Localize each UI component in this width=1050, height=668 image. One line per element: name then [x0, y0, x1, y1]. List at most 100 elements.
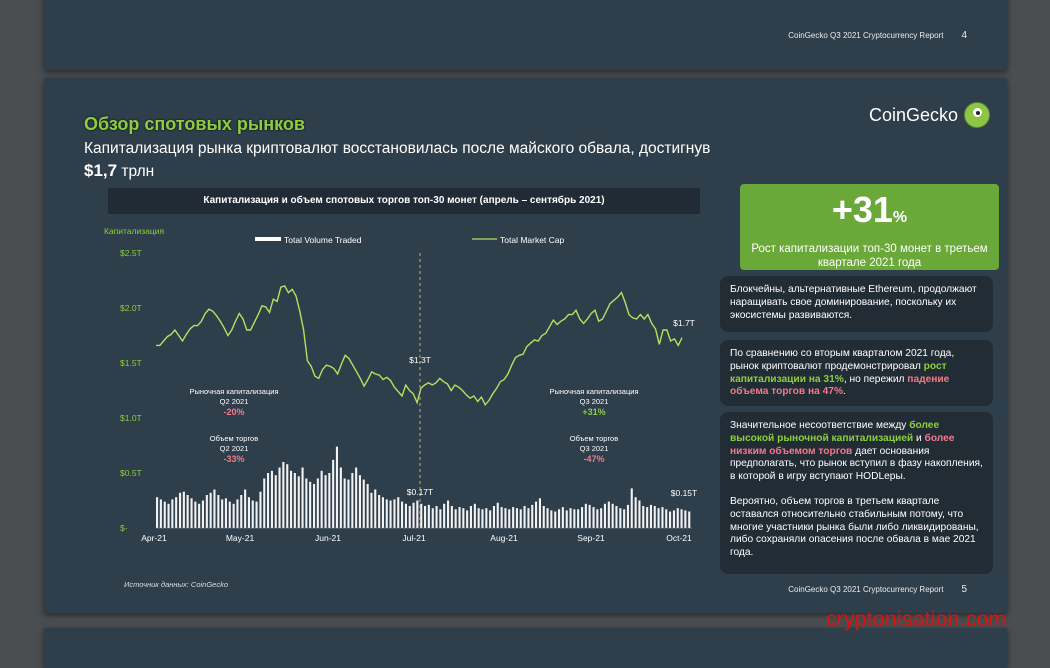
next-page — [44, 628, 1007, 668]
volume-bar — [565, 510, 568, 528]
volume-bar — [389, 500, 392, 528]
volume-bar — [393, 499, 396, 528]
volume-bar — [577, 509, 580, 528]
volume-bar — [531, 504, 534, 528]
volume-bar — [198, 503, 201, 528]
volume-bar — [504, 508, 507, 528]
previous-page: CoinGecko Q3 2021 Cryptocurrency Report 4 — [44, 0, 1007, 70]
volume-bar — [404, 503, 407, 528]
info1-text: Блокчейны, альтернативные Ethereum, прод… — [730, 284, 977, 321]
y-tick-label: $1.5T — [120, 358, 142, 368]
y-tick-label: $2.0T — [120, 303, 142, 313]
volume-bar — [684, 510, 687, 528]
volume-bar — [435, 506, 438, 528]
chart-legend: Total Volume Traded Total Market Cap — [255, 235, 565, 245]
q2-vol-change: -33% — [223, 454, 244, 464]
volume-bar — [588, 504, 591, 528]
volume-bar — [381, 497, 384, 528]
page-number: 5 — [961, 584, 967, 595]
volume-bar — [324, 475, 327, 528]
volume-bar — [561, 507, 564, 528]
volume-bar — [259, 491, 262, 528]
page-footer: CoinGecko Q3 2021 Cryptocurrency Report 4 — [788, 30, 967, 41]
gecko-icon — [964, 102, 991, 128]
q3-vol-change: -47% — [583, 454, 604, 464]
volume-bar — [653, 506, 656, 528]
volume-bar — [527, 508, 530, 528]
volume-bar — [255, 501, 258, 528]
volume-bar — [244, 489, 247, 528]
volume-bar — [492, 506, 495, 528]
volume-bar — [217, 495, 220, 528]
volume-bar — [581, 507, 584, 528]
y-tick-label: $- — [120, 523, 128, 533]
legend-cap: Total Market Cap — [500, 235, 565, 245]
volume-bar — [309, 481, 312, 528]
q3-vol-marker: $0.17T — [407, 487, 433, 497]
volume-bar — [462, 508, 465, 528]
volume-bar — [247, 497, 250, 528]
y-axis-label: Капитализация — [104, 226, 165, 236]
volume-bar — [523, 506, 526, 528]
q3-cap-period: Q3 2021 — [580, 397, 609, 406]
volume-bar — [649, 504, 652, 528]
volume-bar — [194, 501, 197, 528]
volume-bar — [550, 510, 553, 528]
market-chart: Капитализация Total Volume Traded Total … — [104, 226, 697, 543]
volume-bar — [615, 506, 618, 528]
x-tick-label: May-21 — [226, 533, 255, 543]
q3-cap-change: +31% — [582, 407, 605, 417]
q2-vol-period: Q2 2021 — [220, 444, 249, 453]
growth-stat-card: +31% Рост капитализации топ-30 монет в т… — [740, 184, 999, 270]
volume-bar — [669, 511, 672, 528]
info2-text3: . — [843, 386, 846, 398]
volume-bar — [263, 478, 266, 528]
volume-bar — [221, 499, 224, 528]
volume-bar — [546, 508, 549, 528]
subtitle-text: Капитализация рынка криптовалют восстано… — [84, 140, 711, 157]
volume-bar — [358, 475, 361, 528]
volume-bar — [611, 503, 614, 528]
data-source: Источник данных: CoinGecko — [124, 580, 229, 589]
volume-bar — [201, 500, 204, 528]
volume-bar — [481, 509, 484, 528]
info2-text2: , но пережил — [843, 373, 908, 385]
info3-highlight-cap: более высокой рыночной капитализацией — [730, 420, 940, 444]
volume-bar — [515, 508, 518, 528]
volume-bar — [630, 488, 633, 528]
end-cap-value: $1.7T — [673, 318, 695, 328]
volume-bar — [416, 500, 419, 528]
volume-bar — [454, 509, 457, 528]
volume-bar — [320, 470, 323, 528]
info3-text2: и — [913, 432, 925, 444]
volume-bar — [205, 495, 208, 528]
volume-bar — [408, 506, 411, 528]
volume-bar — [680, 509, 683, 528]
info2-highlight-drop: падение объема торгов на 47% — [730, 373, 950, 398]
y-tick-label: $2.5T — [120, 248, 142, 258]
volume-bar — [619, 508, 622, 528]
growth-number: +31 — [831, 189, 893, 230]
q2-cap-label: Рыночная капитализация — [189, 387, 278, 396]
volume-bar — [301, 467, 304, 528]
volume-bar — [607, 501, 610, 528]
volume-bar — [489, 510, 492, 528]
volume-bar — [623, 509, 626, 528]
info3-text3: дает основания предполагать, что рынок в… — [730, 445, 983, 483]
volume-bar — [236, 499, 239, 528]
volume-bar — [240, 495, 243, 528]
volume-bar — [600, 508, 603, 528]
end-vol-value: $0.15T — [671, 488, 697, 498]
volume-bar — [163, 501, 166, 528]
q2-cap-change: -20% — [223, 407, 244, 417]
growth-caption: Рост капитализации топ-30 монет в третье… — [751, 243, 988, 269]
footer-text: CoinGecko Q3 2021 Cryptocurrency Report — [788, 585, 944, 594]
x-tick-label: Aug-21 — [490, 533, 518, 543]
volume-bar — [332, 459, 335, 528]
volume-bar — [335, 446, 338, 528]
volume-bar — [469, 506, 472, 528]
info3-para1: Значительное несоответствие между более … — [730, 420, 983, 484]
volume-bar — [642, 506, 645, 528]
page-number: 4 — [961, 30, 967, 41]
volume-bar — [458, 507, 461, 528]
